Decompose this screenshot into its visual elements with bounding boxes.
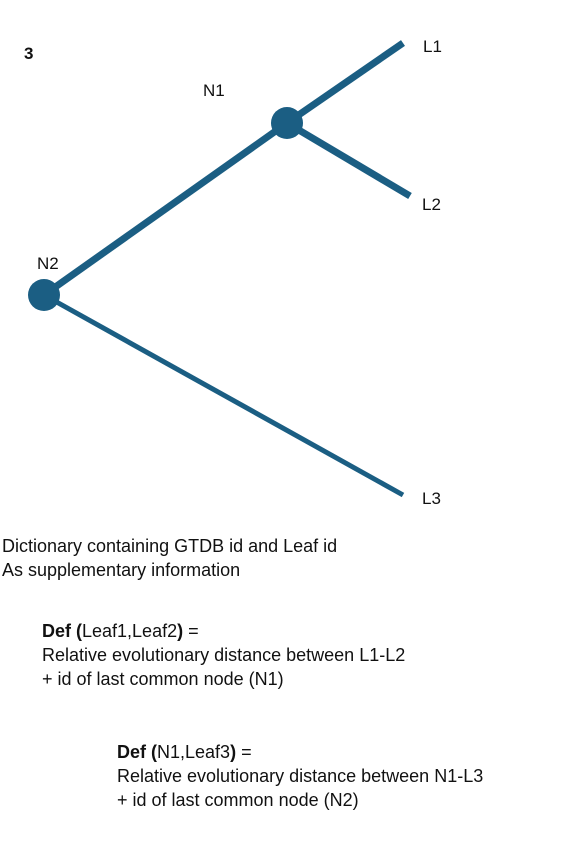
phylogenetic-tree: [28, 40, 412, 498]
leaf-label-l3: L3: [422, 489, 441, 508]
definition-n1-leaf3: Def (N1,Leaf3) = Relative evolutionary d…: [117, 740, 483, 812]
branch-n2-n1: [41, 120, 290, 298]
def2-args: N1,Leaf3: [157, 742, 231, 762]
node-label-n2: N2: [37, 254, 59, 273]
def1-close: ): [177, 621, 184, 641]
def1-keyword: Def (: [42, 621, 82, 641]
leaf-label-l2: L2: [422, 195, 441, 214]
node-n2: [28, 279, 60, 311]
branch-n1-l1: [285, 40, 405, 126]
leaf-label-l1: L1: [423, 37, 442, 56]
def1-heading: Def (Leaf1,Leaf2) =: [42, 619, 405, 643]
definition-leaf1-leaf2: Def (Leaf1,Leaf2) = Relative evolutionar…: [42, 619, 405, 691]
def1-line-2: Relative evolutionary distance between L…: [42, 645, 406, 665]
def1-line-3: + id of last common node (N1): [42, 669, 284, 689]
def2-line-2: Relative evolutionary distance between N…: [117, 766, 484, 786]
node-label-n1: N1: [203, 81, 225, 100]
def2-heading: Def (N1,Leaf3) =: [117, 740, 483, 764]
branch-n2-l3: [42, 292, 405, 498]
def2-keyword: Def (: [117, 742, 157, 762]
node-n1: [271, 107, 303, 139]
def1-args: Leaf1,Leaf2: [82, 621, 178, 641]
def2-line-3: + id of last common node (N2): [117, 790, 359, 810]
figure-number: 3: [24, 44, 34, 63]
dictionary-line-1: Dictionary containing GTDB id and Leaf i…: [2, 536, 338, 556]
def2-equals: =: [236, 742, 252, 762]
branch-n1-l2: [285, 119, 412, 200]
def2-close: ): [230, 742, 237, 762]
def1-equals: =: [183, 621, 199, 641]
dictionary-note: Dictionary containing GTDB id and Leaf i…: [2, 534, 337, 582]
dictionary-line-2: As supplementary information: [2, 560, 241, 580]
